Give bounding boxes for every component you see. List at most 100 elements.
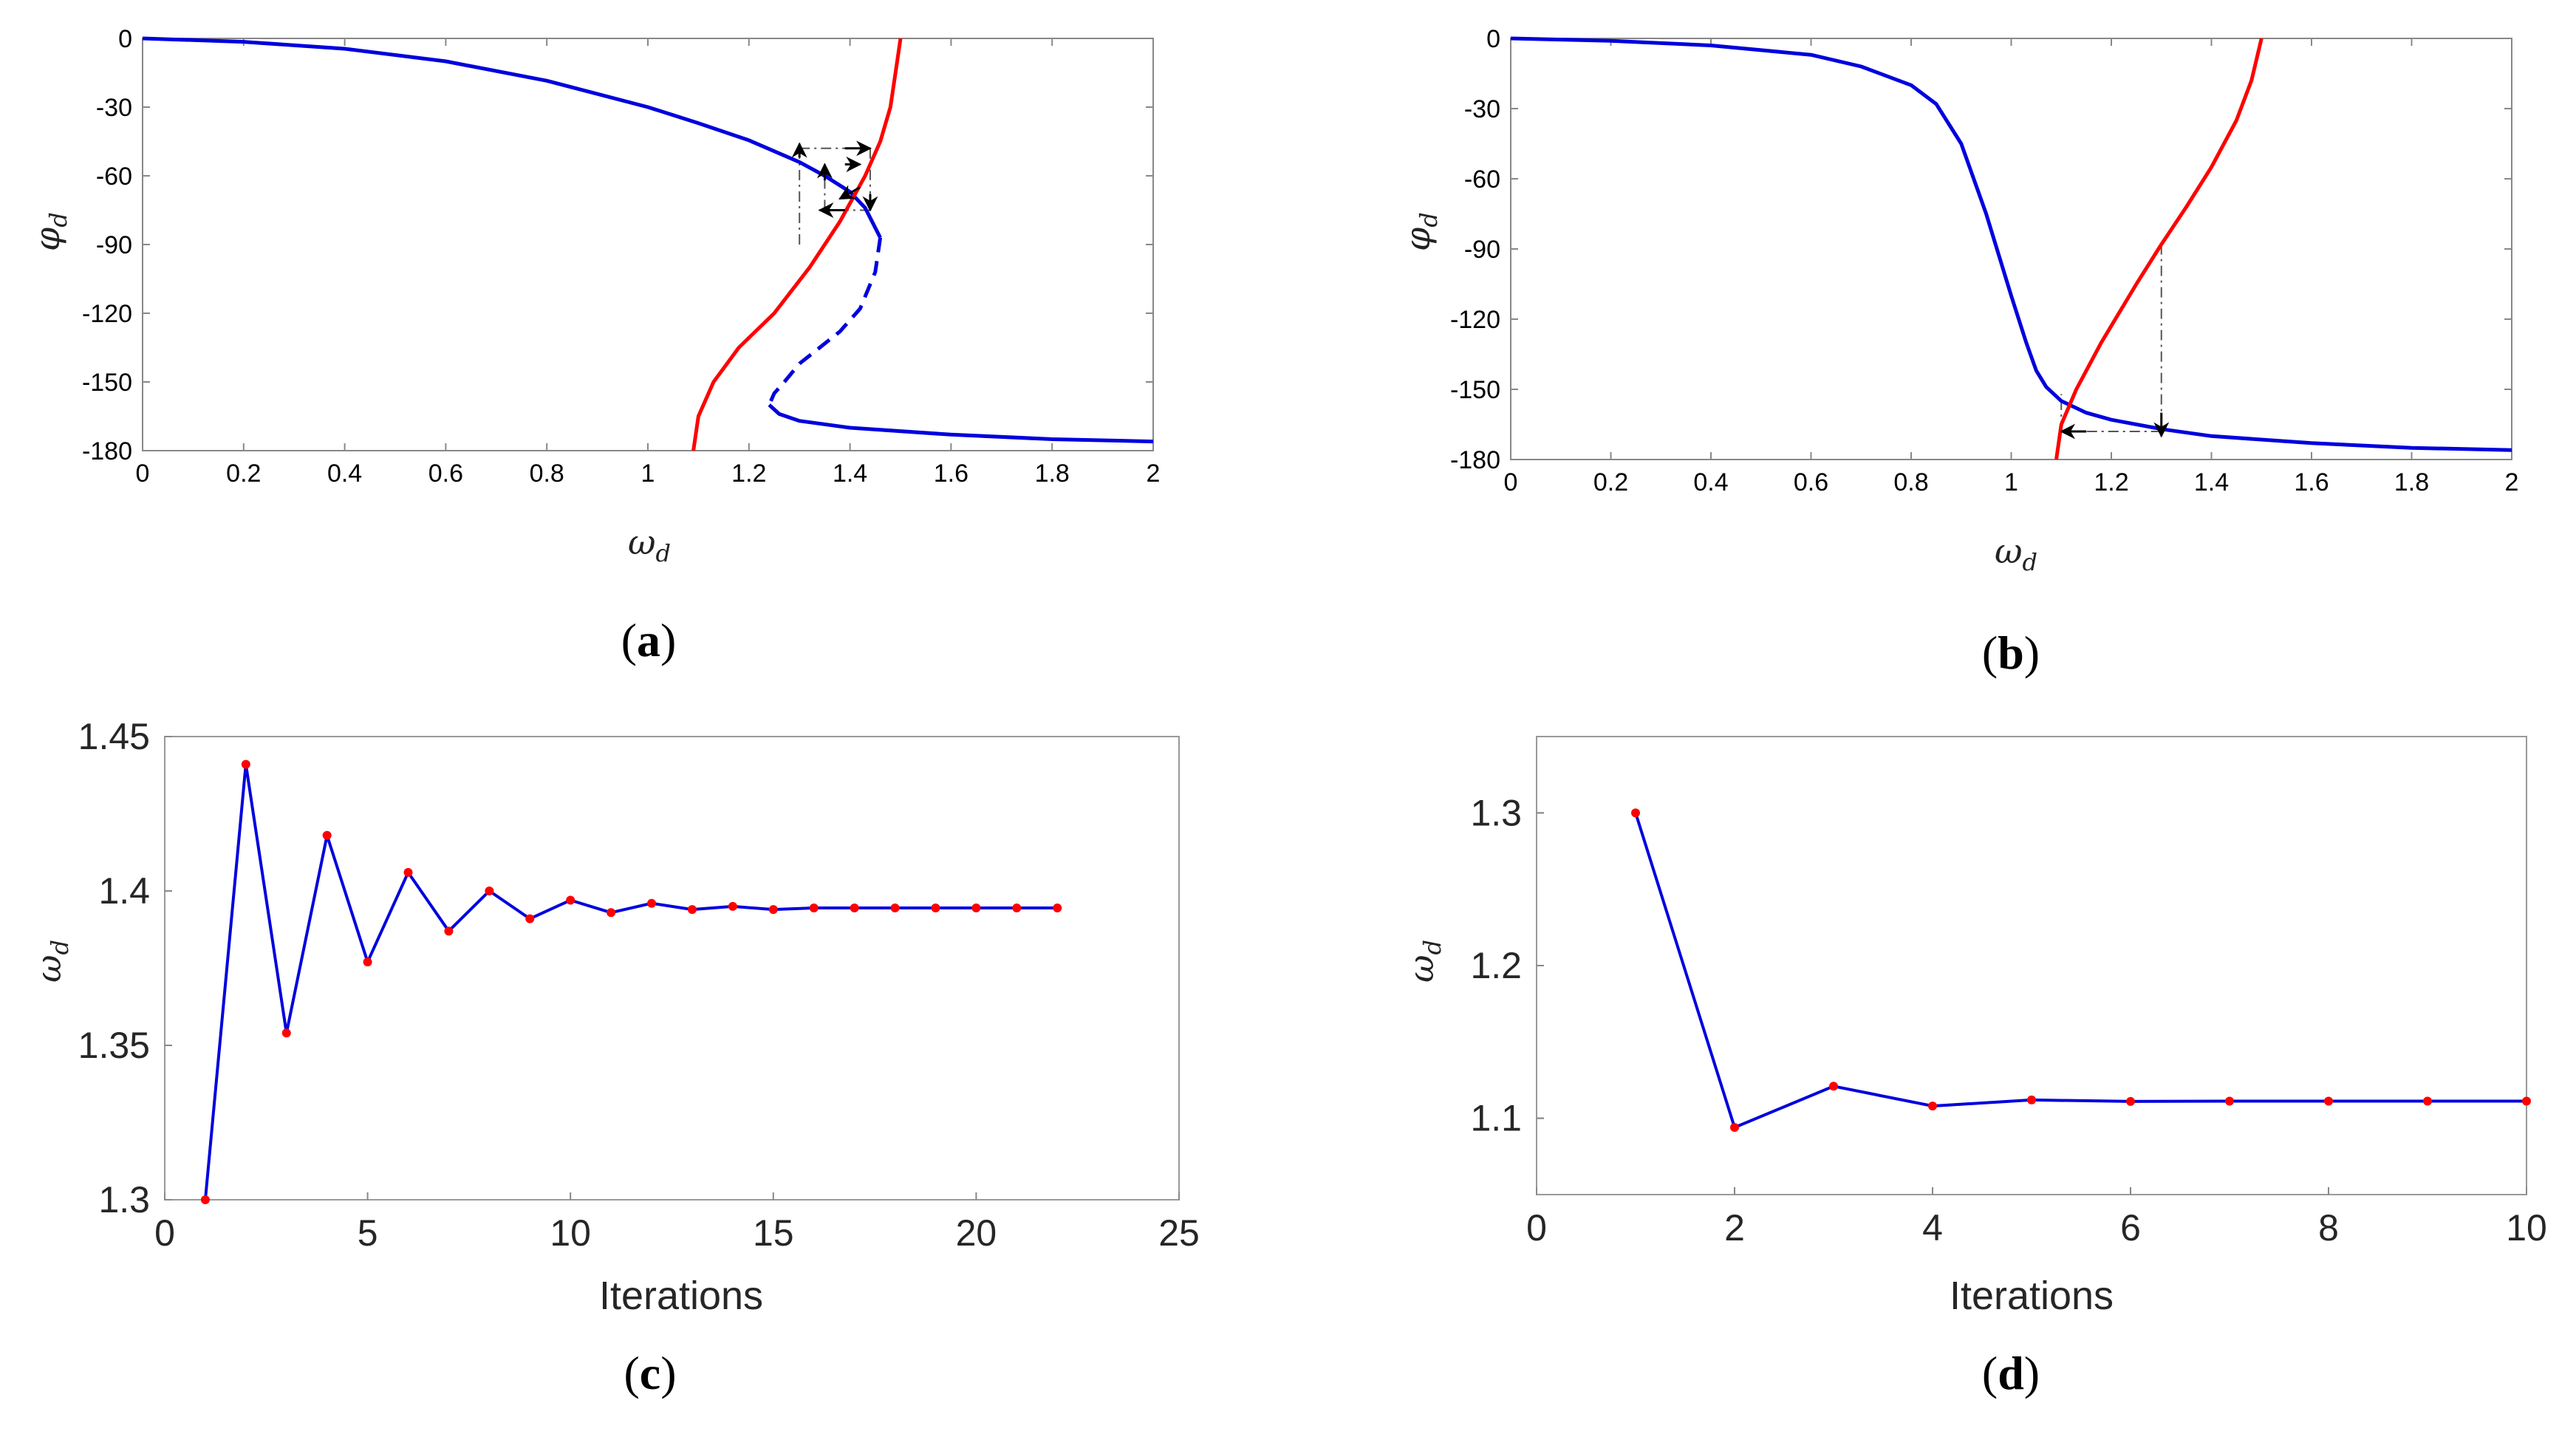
data-point [931,903,940,912]
x-tick-label: 1 [2004,468,2018,496]
series-group-b [1510,36,2512,460]
series-control-phase [2054,38,2264,460]
x-tick-label: 2 [1147,460,1161,488]
data-point [322,830,332,840]
x-tick-label: 2 [1724,1207,1745,1249]
x-tick-label: 0 [154,1212,175,1254]
x-tick-label: 4 [1922,1207,1943,1249]
data-point [1829,1082,1838,1091]
y-tick-label: -180 [1450,446,1500,474]
data-point [2225,1096,2234,1106]
y-tick-label: 0 [118,25,132,53]
x-tick-label: 1.2 [2094,468,2128,496]
data-point [1730,1123,1739,1133]
data-point [363,957,372,967]
y-axis-label-d: ωd [1401,940,1446,983]
x-tick-label: 0 [1504,468,1518,496]
x-tick-label: 8 [2318,1207,2339,1249]
y-tick-labels-c: 1.3 1.35 1.4 1.45 [78,716,172,1220]
panel-label-a: (a) [621,614,677,666]
data-point [1053,903,1062,912]
y-tick-label: -180 [82,437,132,465]
y-tick-labels-b: 0 -30 -60 -90 -120 -150 -180 [1450,25,2512,474]
plot-area-b [1510,38,2512,460]
chart-panel-a: 0 0.2 0.4 0.6 0.8 1 1.2 1.4 1.6 1.8 2 0 -30 -60 -90 -1… [27,25,1160,666]
y-tick-label: -150 [82,369,132,397]
x-tick-labels-c: 0 5 10 15 20 25 [154,1192,1200,1254]
y-tick-label: -150 [1450,376,1500,404]
arrows-b [2060,412,2170,440]
data-point [2027,1095,2036,1104]
chart-panel-b: 0 0.2 0.4 0.6 0.8 1 1.2 1.4 1.6 1.8 2 0 -30 -60 -90 -1… [1398,25,2518,679]
y-axis-label-c: ωd [29,940,74,983]
data-point [728,901,737,911]
series-omega-iterations [1634,812,2527,1130]
x-axis-label-a: ωd [628,522,671,567]
x-tick-label: 0 [1526,1207,1547,1249]
series-group-d [1631,808,2531,1133]
data-point [971,903,981,912]
x-tick-label: 10 [2506,1207,2547,1249]
y-tick-labels-d: 1.1 1.2 1.3 [1470,792,1544,1139]
data-point [809,903,819,912]
chart-panel-d: 0 2 4 6 8 10 1.1 1.2 1.3 Iterations ωd (d) [1401,736,2547,1399]
y-tick-label: 0 [1486,25,1500,53]
x-tick-label: 0.4 [327,460,362,488]
x-tick-label: 0.8 [530,460,564,488]
x-tick-label: 1 [641,460,655,488]
data-point [687,905,697,915]
data-point [1012,903,1022,912]
series-group-c [200,759,1062,1204]
data-point [607,908,616,918]
x-tick-label: 0.2 [1593,468,1628,496]
data-point [1928,1102,1937,1111]
x-tick-label: 1.8 [2394,468,2429,496]
annotation-arrow [838,185,861,200]
x-tick-label: 1.6 [2294,468,2329,496]
y-axis-label-b: φd [1398,212,1443,251]
x-tick-label: 0.4 [1693,468,1728,496]
x-tick-label: 0.6 [428,460,463,488]
x-tick-label: 1.2 [731,460,766,488]
y-tick-label: -30 [96,94,132,122]
data-point [647,898,657,908]
y-tick-label: -60 [1464,165,1500,194]
data-point [566,895,575,905]
data-point [525,914,535,923]
chart-panel-c: 0 5 10 15 20 25 1.31.351.41.45 Iterations ωd … [29,716,1200,1399]
x-tick-label: 1.6 [934,460,968,488]
data-point [2324,1096,2333,1106]
data-point [2126,1096,2135,1106]
series-phase-lower-stable [768,403,1154,444]
data-point [200,1195,210,1204]
series-control-phase [691,38,903,451]
x-tick-label: 1.4 [833,460,867,488]
data-point [768,905,778,915]
data-point [890,903,900,912]
y-tick-labels-a: 0 -30 -60 -90 -120 -150 -180 [82,25,1153,465]
data-point [403,867,413,877]
data-point [1631,808,1640,818]
y-tick-label: -120 [1450,306,1500,334]
x-axis-label-c: Iterations [599,1274,763,1318]
panel-label-d: (d) [1982,1347,2040,1399]
x-tick-label: 1.8 [1035,460,1070,488]
x-axis-label-b: ωd [1995,531,2037,576]
y-axis-label-a: φd [27,212,72,251]
plot-area-a [142,38,1154,451]
x-tick-label: 0.6 [1794,468,1828,496]
x-tick-labels-a: 0 0.2 0.4 0.6 0.8 1 1.2 1.4 1.6 1.8 2 [136,38,1161,488]
data-point [2522,1096,2531,1106]
data-point [281,1028,291,1038]
series-phase-response [1510,36,2512,452]
x-tick-label: 0 [136,460,150,488]
y-tick-label: 1.35 [78,1025,150,1066]
x-tick-label: 15 [753,1212,794,1254]
x-tick-label: 0.2 [226,460,261,488]
x-tick-label: 6 [2120,1207,2141,1249]
x-tick-labels-d: 0 2 4 6 8 10 [1526,1187,2547,1249]
x-tick-label: 2 [2505,468,2519,496]
y-tick-label: 1.4 [98,870,150,912]
data-point [850,903,859,912]
